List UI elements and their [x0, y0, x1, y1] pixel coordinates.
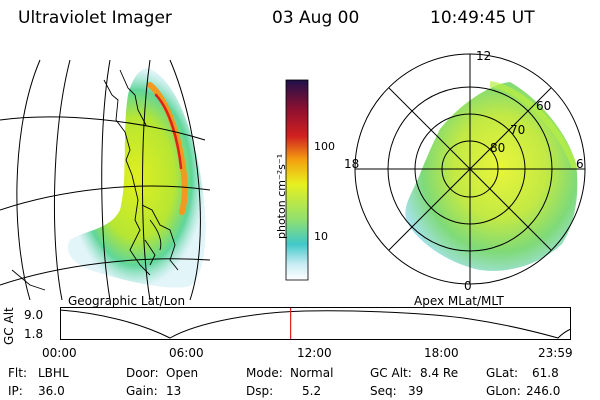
lat-label-80: 80: [490, 141, 505, 155]
lat-label-60: 60: [536, 99, 551, 113]
polar-mlt-panel: 12 0 18 6 60 70 80: [344, 49, 586, 293]
timeline-y-bottom: 1.8: [24, 327, 44, 341]
dsp-label: Dsp:: [246, 384, 274, 398]
left-panel-caption: Geographic Lat/Lon: [68, 294, 186, 308]
colorbar-tick-10: 10: [314, 230, 328, 243]
gc-altitude-curve: [60, 309, 572, 339]
auroral-bright-arc: [147, 82, 188, 215]
glon-label: GLon:: [486, 384, 521, 398]
colorbar-tick-100: 100: [314, 140, 335, 153]
timeline-tick-2359: 23:59: [538, 346, 573, 360]
observation-time: 10:49:45 UT: [430, 8, 535, 28]
mlt-label-18: 18: [344, 157, 359, 171]
ip-value: 36.0: [38, 384, 65, 398]
timeline-tick-0000: 00:00: [42, 346, 77, 360]
mlt-label-12: 12: [476, 49, 491, 63]
gc-alt-label: GC Alt:: [370, 366, 412, 380]
glat-label: GLat:: [486, 366, 519, 380]
gc-alt-value: 8.4 Re: [420, 366, 459, 380]
right-panel-caption: Apex MLat/MLT: [414, 294, 504, 308]
mode-value: Normal: [290, 366, 334, 380]
filter-value: LBHL: [38, 366, 69, 380]
observation-date: 03 Aug 00: [272, 8, 360, 28]
mlt-label-6: 6: [576, 157, 584, 171]
timeline-tick-1200: 12:00: [297, 346, 332, 360]
geographic-map-panel: [0, 59, 211, 300]
mlt-label-0: 0: [464, 279, 472, 293]
colorbar-scale: [285, 79, 309, 281]
glon-value: 246.0: [526, 384, 561, 398]
timeline-tick-0600: 06:00: [169, 346, 204, 360]
timeline-axis-label: GC Alt: [2, 307, 16, 345]
door-label: Door:: [126, 366, 159, 380]
gain-value: 13: [166, 384, 182, 398]
glat-value: 61.8: [532, 366, 559, 380]
timeline-tick-1800: 18:00: [424, 346, 459, 360]
mode-label: Mode:: [246, 366, 283, 380]
filter-label: Flt:: [8, 366, 27, 380]
ip-label: IP:: [8, 384, 23, 398]
instrument-title: Ultraviolet Imager: [18, 8, 172, 28]
seq-label: Seq:: [370, 384, 397, 398]
seq-value: 39: [408, 384, 424, 398]
polar-emission-region: [405, 82, 578, 271]
orbit-timeline-plot: [60, 307, 572, 340]
gain-label: Gain:: [126, 384, 158, 398]
lat-label-70: 70: [510, 123, 525, 137]
dsp-value: 5.2: [302, 384, 322, 398]
timeline-y-top: 9.0: [24, 308, 44, 322]
door-value: Open: [166, 366, 199, 380]
colorbar: [285, 79, 309, 281]
